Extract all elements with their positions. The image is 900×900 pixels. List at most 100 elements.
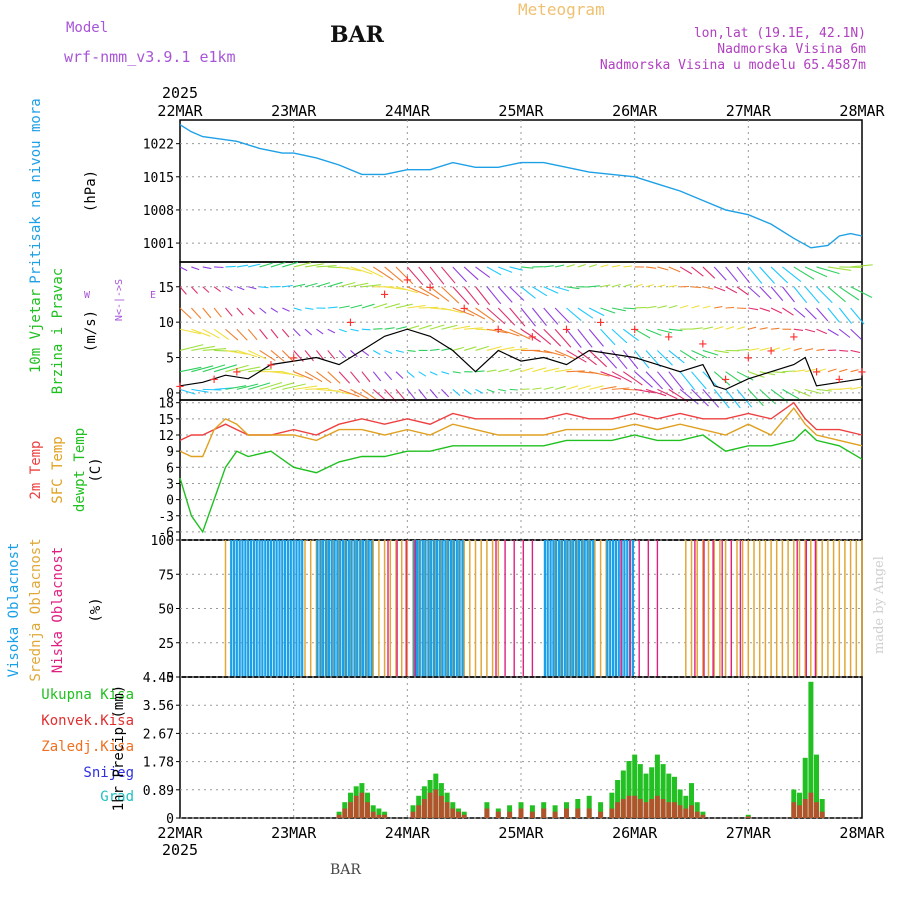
wind-arrow xyxy=(793,347,802,351)
wind-arrow xyxy=(179,344,204,351)
wind-arrow xyxy=(202,328,220,339)
wind-arrow xyxy=(384,286,407,291)
precip-total-bar xyxy=(666,773,672,818)
precip-convective-bar xyxy=(529,811,535,818)
wind-arrow xyxy=(486,328,508,334)
wind-arrow xyxy=(191,266,200,271)
gust-marker: + xyxy=(233,365,241,381)
wind-arrow xyxy=(543,286,559,294)
precip-total-bar xyxy=(586,795,592,818)
wind-arrow xyxy=(304,282,318,288)
wind-arrow xyxy=(293,371,314,381)
precip-total-bar xyxy=(609,792,615,818)
cloud-ylabel-high: Visoka Oblacnost xyxy=(6,543,22,678)
wind-arrow xyxy=(736,286,749,296)
precip-total-bar xyxy=(632,754,638,818)
pressure-ytick-label: 1001 xyxy=(143,237,174,252)
location-lonlat: lon,lat (19.1E, 42.1N) xyxy=(693,26,866,41)
wind-arrow xyxy=(816,266,840,275)
gust-marker: + xyxy=(744,351,752,367)
cloud-ylabel-mid: Srednja Oblacnost xyxy=(28,538,44,681)
wind-arrow xyxy=(668,350,685,364)
wind-arrow xyxy=(179,266,188,272)
wind-arrow xyxy=(361,303,375,309)
meteogram-title: Meteogram xyxy=(518,0,605,19)
wind-arrow xyxy=(441,389,450,398)
wind-arrow xyxy=(190,286,199,294)
wind-arrow xyxy=(793,328,804,331)
wind-arrow xyxy=(407,325,420,330)
wind-arrow xyxy=(509,266,523,271)
wind-arrow xyxy=(645,328,662,336)
gust-marker: + xyxy=(426,280,434,296)
wind-arrow xyxy=(600,386,617,390)
wind-arrow xyxy=(600,307,616,314)
gust-marker: + xyxy=(528,329,536,345)
wind-arrow xyxy=(395,326,407,330)
wind-arrow xyxy=(691,266,704,277)
wind-arrow xyxy=(350,304,363,309)
wind-arrow xyxy=(361,388,379,401)
footer-station: BAR xyxy=(330,862,361,878)
wind-arrow xyxy=(782,286,795,303)
wind-arrow xyxy=(464,346,477,351)
wind-arrow xyxy=(338,350,347,359)
wind-arrow xyxy=(555,368,572,373)
wind-arrow xyxy=(600,350,618,369)
precip-total-bar xyxy=(598,802,604,818)
wind-arrow xyxy=(236,264,249,268)
bottom-x-tick-label: 27MAR xyxy=(726,824,772,842)
wind-arrow xyxy=(475,345,489,351)
wind-arrow xyxy=(441,266,456,284)
wind-arrow xyxy=(282,307,290,312)
bottom-x-tick-label: 28MAR xyxy=(839,824,885,842)
wind-arrow xyxy=(839,349,849,352)
wind-arrow xyxy=(418,266,434,286)
bottom-x-tick-label: 25MAR xyxy=(498,824,544,842)
wind-arrow xyxy=(554,264,565,268)
precip-total-bar xyxy=(649,767,655,818)
wind-arrow xyxy=(611,264,621,268)
wind-arrow xyxy=(543,367,560,373)
wind-arrow xyxy=(850,264,873,268)
wind-arrow xyxy=(248,286,257,290)
wind-arrow xyxy=(452,325,471,330)
wind-arrow xyxy=(452,286,470,305)
precip-convective-bar xyxy=(797,805,802,818)
wind-arrow xyxy=(179,388,196,395)
wind-arrow xyxy=(566,349,587,363)
wind-arrow xyxy=(270,382,294,390)
wind-arrow xyxy=(350,328,359,332)
wind-arrow xyxy=(520,286,536,299)
wind-arrow xyxy=(304,263,324,268)
wind-arrow xyxy=(645,284,654,288)
bottom-x-tick-label: 24MAR xyxy=(385,824,431,842)
wind-arrow xyxy=(759,307,771,312)
wind-arrow xyxy=(714,286,726,292)
wind-arrow xyxy=(202,286,210,293)
temperature-frame xyxy=(179,399,863,541)
gust-marker: + xyxy=(812,365,820,381)
wind-arrow xyxy=(713,389,730,409)
precip-total-bar xyxy=(802,757,808,818)
wind-arrow xyxy=(600,284,611,288)
wind-arrow xyxy=(486,388,495,393)
gust-marker: + xyxy=(596,315,604,331)
gust-marker: + xyxy=(346,315,354,331)
wind-arrow xyxy=(350,388,369,400)
wind-arrow xyxy=(566,385,579,390)
wind-arrow xyxy=(418,371,427,377)
wind-arrow xyxy=(407,349,416,352)
precip-total-bar xyxy=(660,764,666,818)
wind-arrow xyxy=(543,386,554,390)
wind-arrow xyxy=(748,326,757,330)
wind-arrow xyxy=(623,307,637,310)
gust-marker: + xyxy=(721,372,729,388)
wind-arrow xyxy=(691,327,703,330)
wind-arrow xyxy=(588,307,605,317)
wind-arrow xyxy=(657,284,666,288)
precip-ytick-label: 3.56 xyxy=(143,699,174,714)
precip-ytick-label: 4.45 xyxy=(143,671,174,686)
wind-arrow xyxy=(839,387,852,390)
clouds-ytick-label: 25 xyxy=(158,637,174,652)
